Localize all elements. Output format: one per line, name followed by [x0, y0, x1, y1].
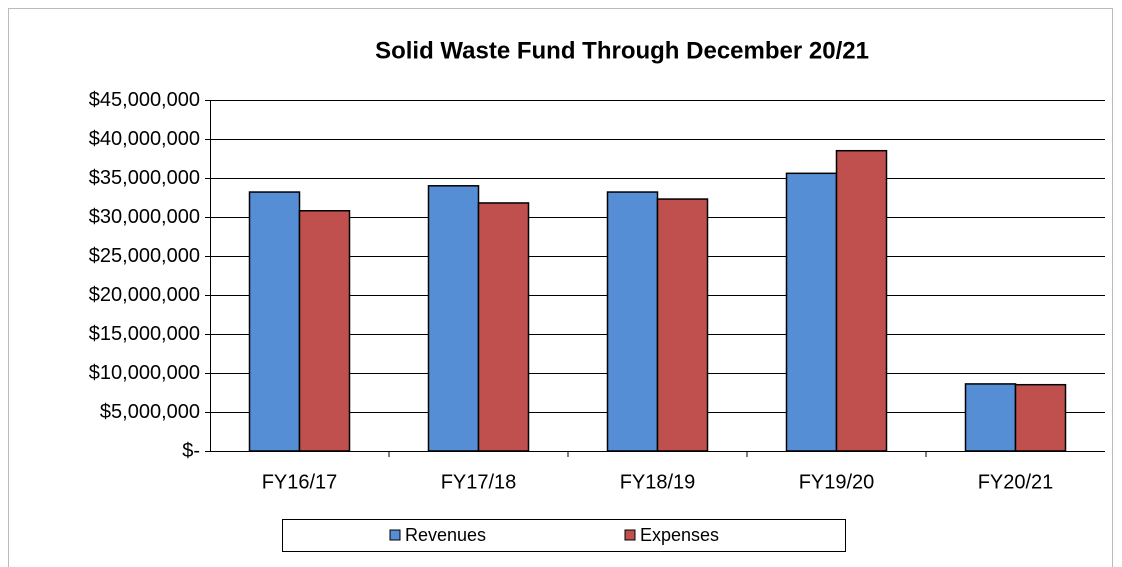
y-tick-label: $15,000,000 [89, 323, 200, 345]
y-tick-label: $- [182, 440, 200, 462]
x-tick-label: FY17/18 [441, 471, 517, 493]
legend-box [282, 519, 846, 552]
legend-swatch [389, 529, 401, 541]
bar [606, 191, 659, 452]
legend-swatch [624, 529, 636, 541]
x-tick-label: FY16/17 [262, 471, 338, 493]
chart-frame [8, 8, 1113, 567]
y-tick-label: $25,000,000 [89, 245, 200, 267]
bar [835, 149, 888, 452]
bar [1014, 383, 1067, 452]
y-tick-label: $35,000,000 [89, 167, 200, 189]
y-tick-label: $10,000,000 [89, 362, 200, 384]
bar [477, 202, 530, 452]
x-tick-label: FY18/19 [620, 471, 696, 493]
bar [298, 210, 351, 452]
legend-label: Expenses [640, 525, 719, 545]
x-tick-label: FY20/21 [978, 471, 1054, 493]
bar [427, 185, 480, 452]
bar [964, 383, 1017, 452]
legend-label: Revenues [405, 525, 486, 545]
x-tick-label: FY19/20 [799, 471, 875, 493]
y-tick-label: $20,000,000 [89, 284, 200, 306]
y-tick-label: $40,000,000 [89, 128, 200, 150]
y-tick-label: $30,000,000 [89, 206, 200, 228]
bar [785, 172, 838, 452]
y-tick-label: $5,000,000 [100, 401, 200, 423]
chart-title: Solid Waste Fund Through December 20/21 [375, 37, 869, 64]
bar [248, 191, 301, 452]
bar [656, 198, 709, 452]
y-tick-label: $45,000,000 [89, 89, 200, 111]
